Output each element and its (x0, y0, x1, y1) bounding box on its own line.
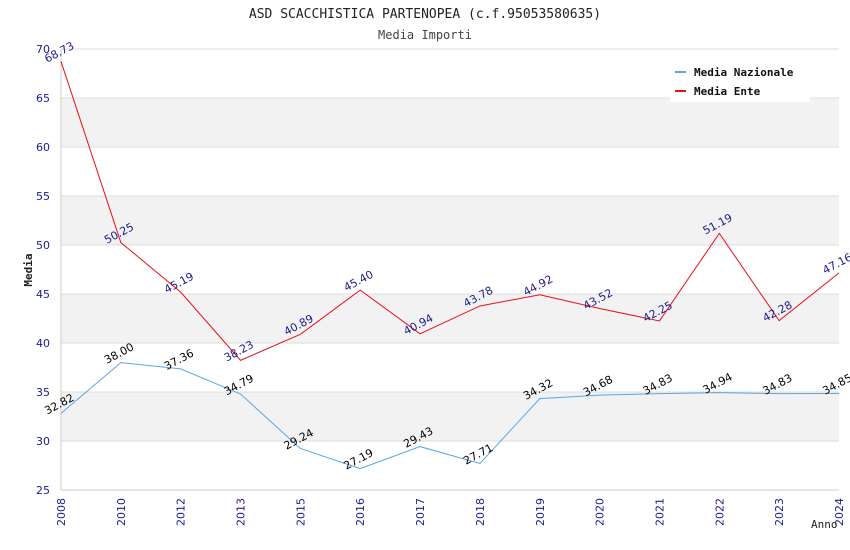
data-label: 27.19 (342, 446, 376, 472)
y-tick-label: 40 (36, 337, 50, 350)
y-tick-labels: 25 30 35 40 45 50 55 60 65 70 (36, 43, 50, 497)
y-tick-label: 45 (36, 288, 50, 301)
y-tick-label: 60 (36, 141, 50, 154)
legend-label: Media Nazionale (694, 66, 794, 79)
series-lines (60, 61, 840, 470)
series-line-media-ente (60, 61, 840, 361)
x-tick-label: 2024 (833, 498, 846, 526)
x-tick-label: 2013 (235, 498, 248, 526)
x-tick-label: 2008 (55, 498, 68, 526)
y-tick-label: 35 (36, 386, 50, 399)
x-tick-label: 2010 (115, 498, 128, 526)
x-tick-label: 2022 (713, 498, 726, 526)
y-tick-label: 50 (36, 239, 50, 252)
data-label: 38.00 (102, 340, 136, 366)
plot-band (61, 196, 839, 245)
chart-subtitle: Media Importi (378, 28, 472, 42)
data-label: 47.16 (820, 251, 850, 277)
x-axis-label: Anno (811, 518, 838, 531)
y-tick-label: 30 (36, 435, 50, 448)
x-tick-label: 2015 (294, 498, 307, 526)
gridlines (61, 48, 839, 491)
axes (60, 49, 839, 491)
data-label: 45.19 (162, 270, 196, 296)
x-tick-label: 2019 (534, 498, 547, 526)
data-label: 45.40 (342, 268, 376, 294)
y-tick-label: 55 (36, 190, 50, 203)
y-tick-label: 65 (36, 92, 50, 105)
legend: Media Nazionale Media Ente (670, 58, 810, 102)
x-tick-label: 2012 (175, 498, 188, 526)
x-tick-labels: 2008 2010 2012 2013 2015 2016 2017 2018 2019 2020… (55, 498, 846, 526)
x-tick-label: 2017 (414, 498, 427, 526)
plot-background-bands (61, 98, 839, 441)
y-tick-label: 70 (36, 43, 50, 56)
legend-label: Media Ente (694, 85, 761, 98)
data-label: 27.71 (461, 441, 495, 467)
y-tick-label: 25 (36, 484, 50, 497)
x-tick-label: 2020 (594, 498, 607, 526)
x-tick-label: 2016 (354, 498, 367, 526)
plot-band (61, 294, 839, 343)
plot-band (61, 98, 839, 147)
y-axis-label: Media (22, 253, 35, 286)
series-line-media-nazionale (60, 362, 840, 470)
x-tick-label: 2023 (773, 498, 786, 526)
x-tick-label: 2018 (474, 498, 487, 526)
chart-title: ASD SCACCHISTICA PARTENOPEA (c.f.9505358… (249, 7, 601, 22)
legend-box (670, 58, 810, 102)
plot-band (61, 392, 839, 441)
x-tick-label: 2021 (653, 498, 666, 526)
